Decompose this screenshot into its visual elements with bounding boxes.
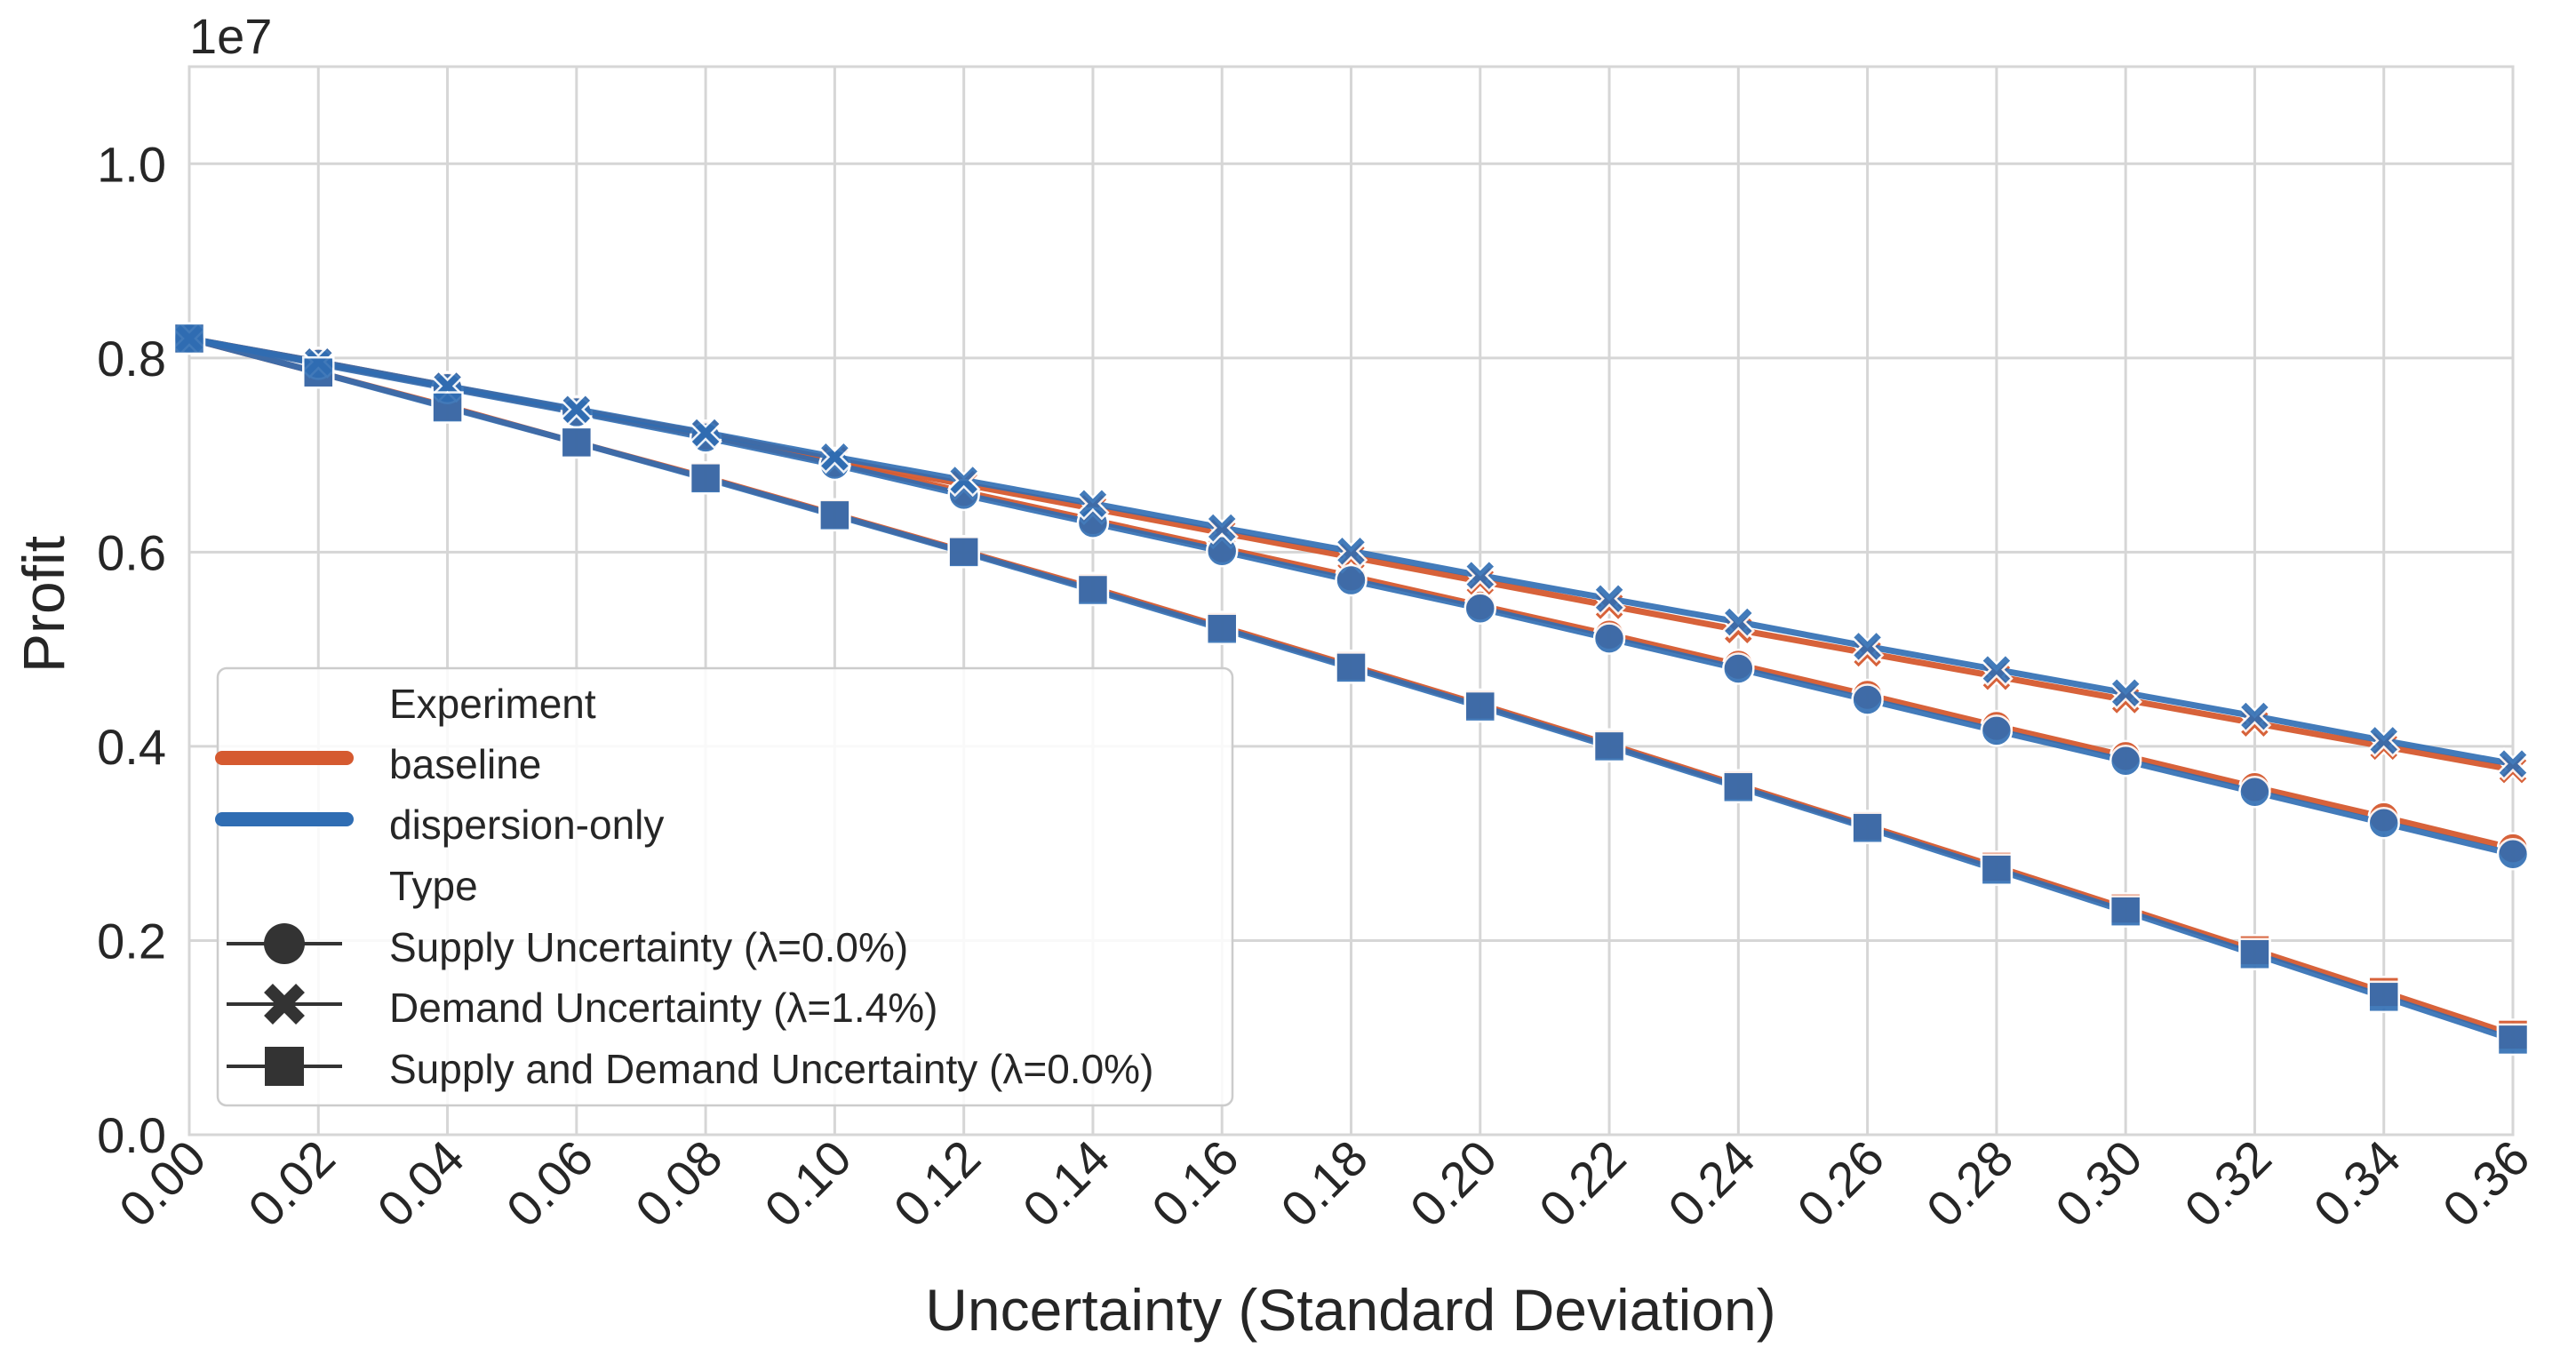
series-dispersion-only-circle-point [1592,622,1626,655]
y-tick-label: 1.0 [97,136,166,192]
x-tick-label: 0.10 [754,1129,862,1238]
x-tick-label: 0.08 [625,1129,733,1238]
legend-circle-marker [264,923,305,964]
legend-square-marker [265,1047,304,1086]
series-dispersion-only-x-point [2366,723,2401,758]
x-axis-label: Uncertainty (Standard Deviation) [925,1277,1775,1343]
y-tick-label: 0.0 [97,1107,166,1163]
x-tick-label: 0.12 [883,1129,992,1238]
series-dispersion-only-x-point [2496,746,2530,781]
series-dispersion-only-x-point [1334,534,1368,569]
series-layer [172,322,2530,1057]
series-dispersion-only-square-point [2367,980,2400,1014]
series-dispersion-only-x-point [1592,582,1626,616]
y-axis-label: Profit [11,536,76,673]
series-dispersion-only-square-point [1335,651,1368,684]
series-dispersion-only-square-point [1463,690,1497,723]
x-tick-label: 0.06 [496,1129,604,1238]
legend-experiment-title: Experiment [389,681,596,727]
offset-text: 1e7 [189,8,272,64]
series-dispersion-only-circle-point [1335,563,1368,597]
series-dispersion-only-square-point [1851,811,1884,844]
x-tick-label: 0.30 [2045,1129,2153,1238]
y-tick-label: 0.2 [97,913,166,969]
series-dispersion-only-x-point [1721,605,1756,639]
legend-label-baseline: baseline [389,741,541,787]
series-dispersion-only-square-point [2109,895,2142,928]
series-dispersion-only-circle-point [1722,652,1755,685]
series-dispersion-only-square-point [1592,730,1626,763]
series-dispersion-only-circle-point [1851,683,1884,716]
x-tick-label: 0.14 [1012,1129,1121,1238]
series-dispersion-only-x-point [1076,486,1110,521]
series-dispersion-only-square-point [1980,853,2014,886]
series-dispersion-only-x-point [560,392,594,427]
series-dispersion-only-square-point [2238,937,2271,971]
x-tick-label: 0.04 [366,1129,475,1238]
series-dispersion-only-x-point [1850,629,1885,664]
series-dispersion-only-square-point [431,391,464,424]
x-tick-label: 0.16 [1141,1129,1249,1238]
x-tick-label: 0.18 [1270,1129,1378,1238]
series-dispersion-only-square-point [1205,612,1239,645]
y-tick-label: 0.8 [97,331,166,387]
x-tick-label: 0.36 [2432,1129,2540,1238]
series-dispersion-only-circle-point [2238,776,2271,809]
series-dispersion-only-square-point [818,499,851,532]
series-dispersion-only-circle-point [1463,592,1497,625]
series-dispersion-only-square-point [2496,1023,2530,1057]
legend-label-supply-demand: Supply and Demand Uncertainty (λ=0.0%) [389,1046,1153,1092]
x-tick-label: 0.22 [1528,1129,1637,1238]
series-dispersion-only-square-point [560,426,594,459]
legend-label-dispersion-only: dispersion-only [389,802,664,848]
x-tick-label: 0.02 [237,1129,346,1238]
y-tick-label: 0.6 [97,524,166,580]
series-dispersion-only-x-point [817,440,852,475]
x-tick-label: 0.34 [2303,1129,2412,1238]
legend-box [216,666,1234,1107]
legend-x-marker [264,984,305,1025]
series-dispersion-only-x-point [946,463,981,498]
x-tick-label: 0.26 [1786,1129,1894,1238]
y-tick-labels: 0.0 0.2 0.4 0.6 0.8 1.0 [97,136,166,1163]
series-dispersion-only-square-point [302,355,335,389]
series-dispersion-only-x-point [689,416,722,450]
series-dispersion-only-square-point [172,322,206,355]
series-dispersion-only-square-point [947,536,980,569]
series-dispersion-only-square-point [1076,573,1110,607]
x-tick-label: 0.20 [1400,1129,1508,1238]
legend-type-title: Type [389,863,478,909]
series-dispersion-only-square-point [1722,770,1755,804]
series-dispersion-only-x-point [2109,676,2142,710]
series-dispersion-only-circle-point [1980,714,2014,747]
series-dispersion-only-square [172,322,2530,1057]
series-dispersion-only-x-point [1980,652,2014,687]
legend-label-supply: Supply Uncertainty (λ=0.0%) [389,924,908,970]
series-dispersion-only-circle-point [2109,745,2142,778]
y-tick-label: 0.4 [97,719,166,775]
series-dispersion-only-x-point [1463,558,1497,593]
x-tick-labels: 0.00 0.02 0.04 0.06 0.08 0.10 0.12 0.14 0.16 0.18… [108,1129,2540,1238]
legend: Experiment baseline dispersion-only Type… [215,666,1234,1107]
series-dispersion-only-circle-point [2496,837,2530,871]
plot-frame [187,65,2515,1137]
x-tick-label: 0.24 [1657,1129,1766,1238]
series-dispersion-only-x-point [1205,511,1239,545]
x-tick-label: 0.32 [2173,1129,2282,1238]
series-dispersion-only-x-point [2237,699,2272,733]
legend-label-demand: Demand Uncertainty (λ=1.4%) [389,985,937,1031]
series-dispersion-only-circle-point [2367,806,2400,840]
series-dispersion-only-square-point [689,462,722,495]
x-tick-label: 0.28 [1916,1129,2024,1238]
series-dispersion-only-circle-point [1205,535,1239,568]
